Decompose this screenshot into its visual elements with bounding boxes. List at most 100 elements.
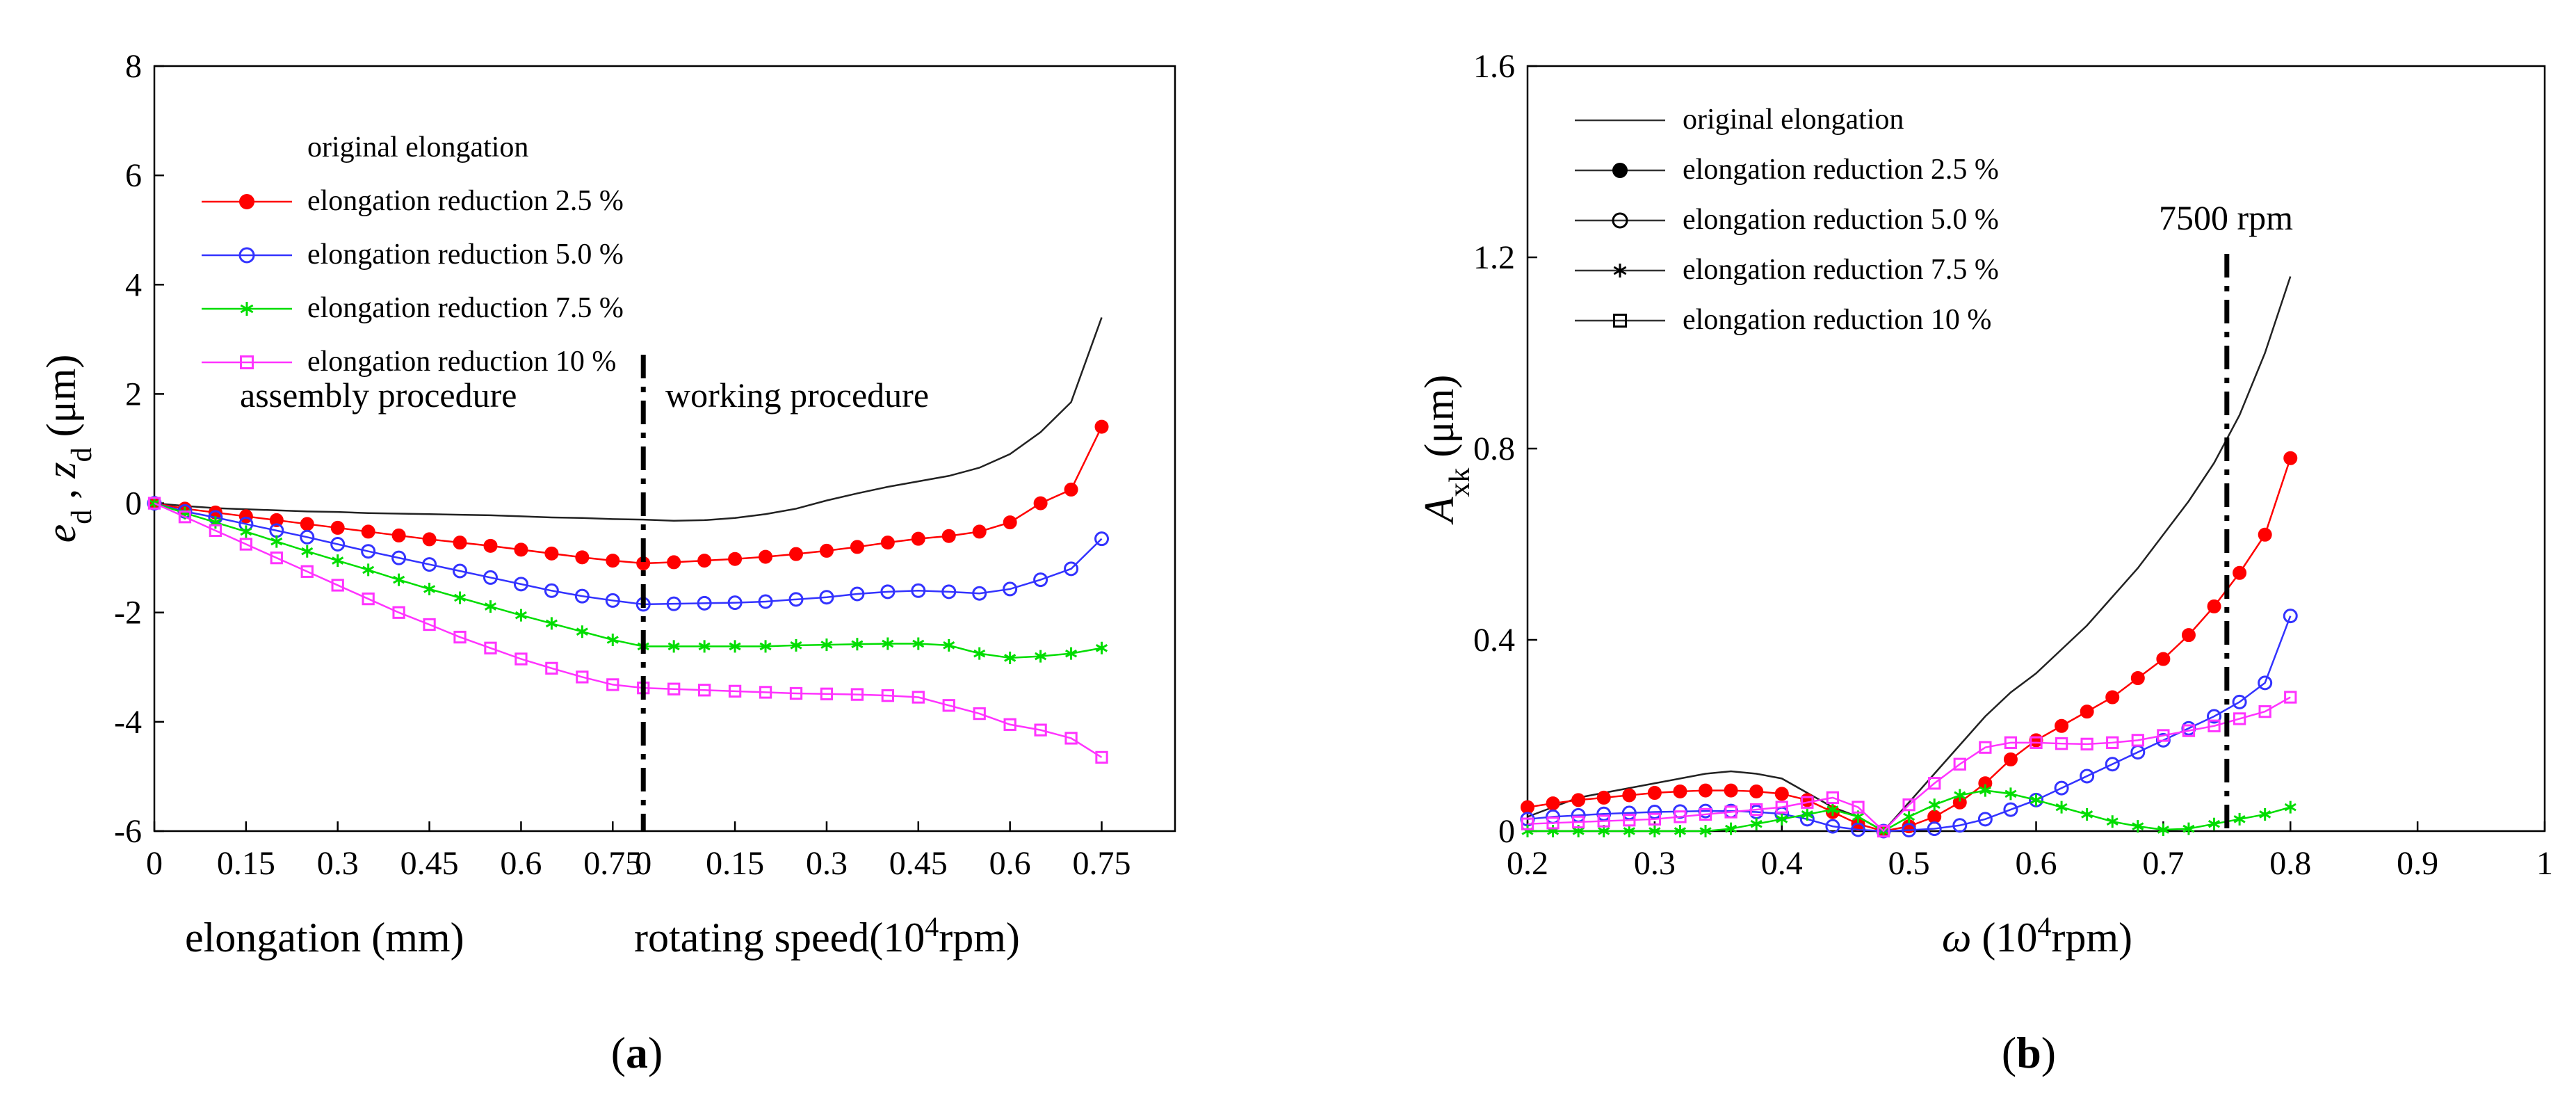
data-point-a-3 [667,640,680,653]
data-point-b-3 [2004,787,2017,801]
data-point-a-4 [789,686,803,700]
data-point-b-2 [2080,769,2095,784]
data-point-b-1 [1724,783,1738,798]
data-point-b-1 [1596,790,1611,805]
data-point-b-4 [2106,736,2119,749]
x-tick-label-b: 0.8 [2269,845,2311,882]
data-point-a-1 [1064,482,1078,497]
data-point-b-4 [1775,801,1788,814]
x-tick-label-b: 0.2 [1507,845,1548,882]
data-point-a-2 [605,593,620,608]
data-point-a-4 [1034,723,1047,737]
data-point-a-2 [483,570,498,585]
data-point-b-1 [2156,652,2171,666]
data-point-b-3 [1699,825,1712,837]
data-point-a-2 [941,584,957,600]
data-point-a-4 [1064,732,1078,745]
data-point-a-4 [942,699,955,712]
y-tick-label-a: 6 [125,157,142,194]
y-axis-label-a: ed , zd (μm) [38,355,98,543]
data-point-b-3 [1954,789,1966,802]
plot-area-a [153,65,1176,832]
data-point-b-3 [1649,825,1661,837]
x-label-right-text: rotating speed(10 [634,915,925,960]
data-point-a-4 [209,524,222,538]
data-point-b-2 [1621,805,1637,821]
data-point-a-3 [729,640,741,653]
data-point-b-1 [1774,787,1789,801]
data-point-b-1 [1521,800,1534,814]
data-point-a-4 [912,691,925,704]
data-point-a-3 [790,638,802,652]
legend-label-a-1: elongation reduction 2.5 % [307,185,624,217]
data-point-a-2 [1064,561,1079,577]
caption-b-letter: b [2016,1028,2041,1077]
y-label-e-sub: d [66,510,98,524]
legend-label-a-0: original elongation [307,131,528,163]
data-point-b-1 [2283,451,2298,465]
data-point-a-2 [972,586,987,601]
data-point-b-1 [2003,752,2018,766]
data-point-a-1 [269,513,284,527]
data-point-a-1 [361,524,375,539]
data-point-a-4 [362,592,375,606]
y-tick-label-b: 0.8 [1473,431,1515,467]
data-point-a-2 [788,592,804,607]
caption-a-letter: a [626,1028,648,1077]
data-point-a-3 [943,638,955,652]
x-tick-label-b: 0.6 [2016,845,2057,882]
data-point-a-3 [1095,641,1108,654]
y-label-b-main: A [1416,497,1462,525]
data-point-b-3 [2284,801,2296,814]
data-point-b-1 [2130,671,2145,685]
data-point-a-4 [697,684,711,697]
x-ticks-b: 0.2 0.3 0.4 0.5 0.6 0.7 0.8 0.9 1 [1507,821,2553,882]
data-point-a-4 [178,510,192,524]
x-tick-label-a: 0.45 [889,845,948,882]
x-axis-label-b: ω (104rpm) [1942,911,2132,961]
data-point-a-1 [1003,515,1017,530]
data-point-b-2 [1850,822,1865,837]
data-point-b-3 [2081,807,2093,821]
x-tick-label-a: 0.75 [583,845,642,882]
data-point-a-3 [393,573,405,586]
data-point-b-2 [1927,821,1942,837]
data-point-b-4 [1572,815,1585,829]
legend-label-b-3: elongation reduction 7.5 % [1683,254,1999,286]
x-ticks-a: 0 0.15 0.3 0.45 0.6 0.750 0.15 0.3 0.45 0.6 0.75 [146,821,1131,882]
data-point-a-3 [545,617,558,630]
data-point-b-1 [1647,786,1662,800]
data-point-b-4 [1826,791,1840,805]
data-point-b-2 [2258,675,2273,691]
data-point-a-2 [1094,531,1110,547]
data-point-a-3 [820,638,833,652]
data-point-b-4 [2182,724,2196,737]
data-point-b-4 [1928,777,1941,790]
data-point-b-2 [2283,609,2298,624]
data-point-a-3 [423,582,436,595]
data-point-a-2 [300,529,315,545]
legend-marker-a-1 [239,194,254,209]
data-point-a-1 [422,532,437,547]
data-point-b-4 [1953,757,1966,771]
data-point-b-1 [2207,599,2221,613]
data-point-b-1 [1927,810,1942,824]
data-point-b-1 [2105,690,2120,705]
legend-label-a-4: elongation reduction 10 % [307,346,616,378]
legend-label-b-4: elongation reduction 10 % [1683,304,1991,336]
data-point-b-2 [2207,709,2222,724]
data-point-b-4 [2157,729,2170,742]
data-point-b-4 [1877,824,1890,838]
data-point-a-4 [300,565,314,578]
caption-b-close: ) [2041,1028,2056,1077]
data-point-b-3 [2055,801,2068,814]
data-point-a-1 [483,538,498,553]
data-point-a-3 [973,647,986,660]
data-point-a-3 [698,640,711,653]
caption-a-close: ) [648,1028,663,1077]
x-tick-label-a: 0 [635,845,651,882]
y-label-z-sub: d [66,447,98,462]
legend-marker-a-3 [240,302,254,316]
data-point-b-4 [2004,736,2018,749]
data-point-a-1 [575,550,590,565]
